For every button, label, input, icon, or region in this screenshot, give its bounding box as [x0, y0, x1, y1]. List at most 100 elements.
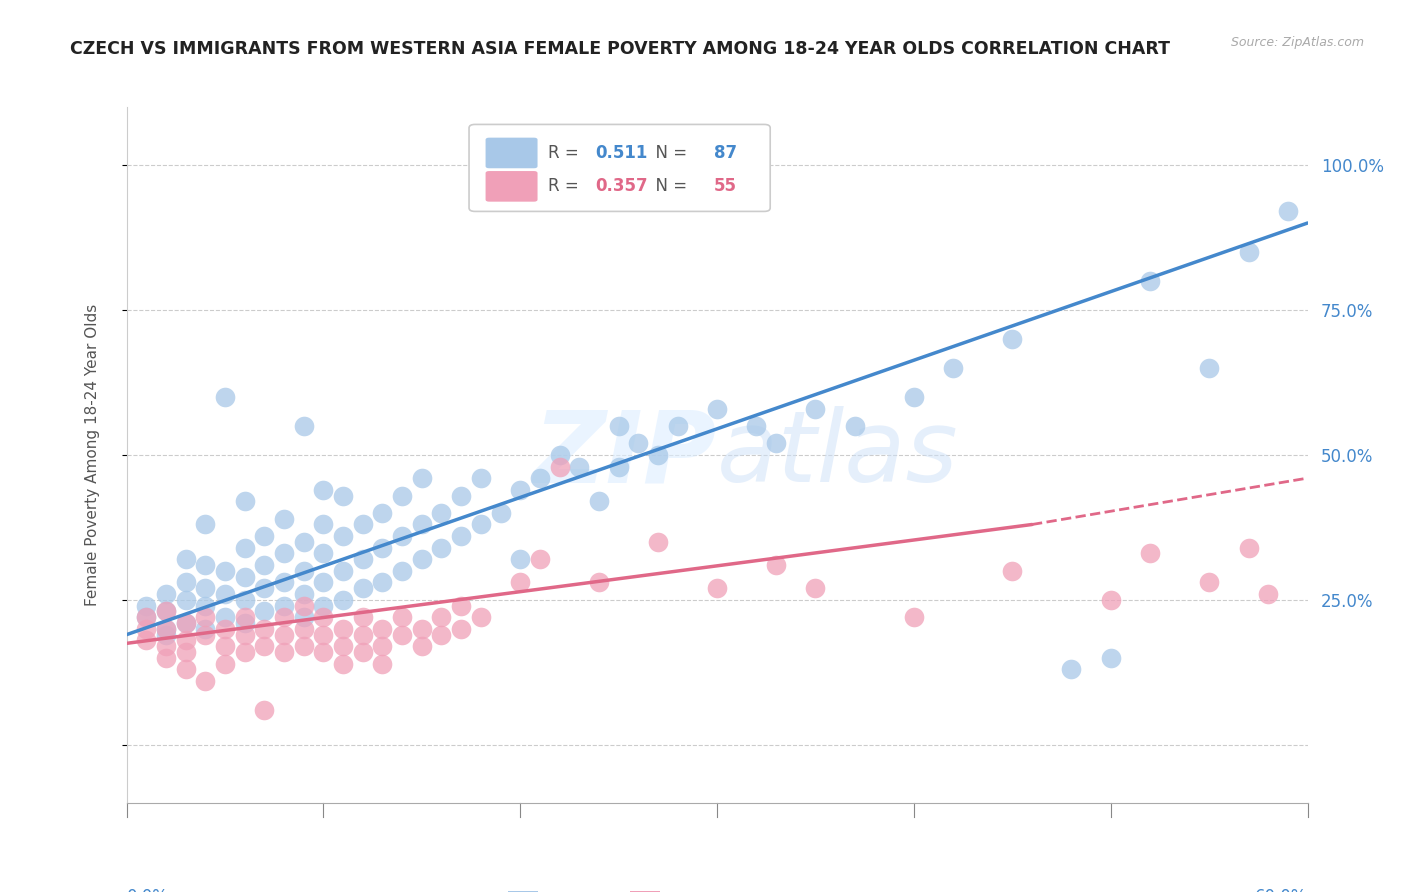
Point: [253, 703, 276, 717]
Point: [194, 610, 217, 624]
Point: [155, 587, 177, 601]
Point: [292, 599, 315, 613]
Text: atlas: atlas: [717, 407, 959, 503]
Point: [352, 645, 374, 659]
Point: [312, 483, 335, 497]
Point: [312, 546, 335, 561]
Point: [135, 633, 157, 648]
Point: [391, 489, 413, 503]
Point: [352, 517, 374, 532]
Point: [312, 517, 335, 532]
Text: CZECH VS IMMIGRANTS FROM WESTERN ASIA FEMALE POVERTY AMONG 18-24 YEAR OLDS CORRE: CZECH VS IMMIGRANTS FROM WESTERN ASIA FE…: [70, 40, 1170, 58]
Point: [1139, 274, 1161, 288]
Point: [312, 599, 335, 613]
Point: [411, 517, 433, 532]
Point: [450, 489, 472, 503]
Point: [292, 419, 315, 434]
Text: 87: 87: [713, 144, 737, 162]
Point: [273, 599, 295, 613]
Text: Source: ZipAtlas.com: Source: ZipAtlas.com: [1230, 36, 1364, 49]
Point: [1257, 587, 1279, 601]
Point: [332, 592, 354, 607]
Point: [292, 587, 315, 601]
Point: [332, 639, 354, 653]
FancyBboxPatch shape: [485, 171, 537, 202]
Point: [371, 657, 394, 671]
Point: [1198, 575, 1220, 590]
Point: [627, 436, 650, 450]
Point: [804, 582, 827, 596]
Point: [214, 564, 236, 578]
Point: [391, 529, 413, 543]
Point: [647, 534, 669, 549]
Point: [233, 494, 256, 508]
Point: [194, 558, 217, 573]
Point: [509, 483, 531, 497]
Point: [214, 390, 236, 404]
Point: [1099, 651, 1122, 665]
Point: [430, 628, 453, 642]
Point: [194, 628, 217, 642]
Point: [174, 552, 197, 566]
Point: [292, 622, 315, 636]
Point: [273, 575, 295, 590]
Legend: Czechs, Immigrants from Western Asia: Czechs, Immigrants from Western Asia: [501, 885, 934, 892]
Point: [174, 662, 197, 676]
Point: [155, 622, 177, 636]
Point: [273, 628, 295, 642]
Point: [942, 361, 965, 376]
Point: [292, 534, 315, 549]
Point: [509, 552, 531, 566]
Point: [430, 541, 453, 555]
Point: [135, 610, 157, 624]
Point: [1001, 564, 1024, 578]
Point: [371, 575, 394, 590]
Point: [155, 651, 177, 665]
Point: [312, 575, 335, 590]
Point: [332, 529, 354, 543]
Point: [804, 401, 827, 416]
Point: [273, 546, 295, 561]
Point: [273, 610, 295, 624]
Text: N =: N =: [645, 178, 692, 195]
Point: [174, 645, 197, 659]
Point: [155, 628, 177, 642]
Point: [253, 582, 276, 596]
Point: [568, 459, 591, 474]
Y-axis label: Female Poverty Among 18-24 Year Olds: Female Poverty Among 18-24 Year Olds: [86, 304, 100, 606]
Point: [430, 506, 453, 520]
Text: 0.357: 0.357: [595, 178, 648, 195]
Point: [214, 639, 236, 653]
Text: R =: R =: [548, 178, 583, 195]
Point: [607, 419, 630, 434]
Point: [607, 459, 630, 474]
Point: [1198, 361, 1220, 376]
Point: [253, 639, 276, 653]
Point: [253, 605, 276, 619]
Point: [214, 610, 236, 624]
Point: [194, 599, 217, 613]
Point: [647, 448, 669, 462]
Point: [765, 558, 787, 573]
Point: [352, 628, 374, 642]
Point: [588, 575, 610, 590]
Point: [371, 622, 394, 636]
Point: [411, 471, 433, 485]
Point: [411, 552, 433, 566]
Point: [233, 570, 256, 584]
Point: [352, 610, 374, 624]
Point: [312, 628, 335, 642]
Point: [155, 639, 177, 653]
Point: [1139, 546, 1161, 561]
Text: N =: N =: [645, 144, 692, 162]
Point: [135, 610, 157, 624]
Text: 0.0%: 0.0%: [127, 888, 169, 892]
Point: [371, 506, 394, 520]
Point: [450, 622, 472, 636]
Point: [292, 564, 315, 578]
Point: [371, 541, 394, 555]
Point: [706, 401, 728, 416]
Point: [292, 639, 315, 653]
Point: [214, 622, 236, 636]
Point: [135, 622, 157, 636]
